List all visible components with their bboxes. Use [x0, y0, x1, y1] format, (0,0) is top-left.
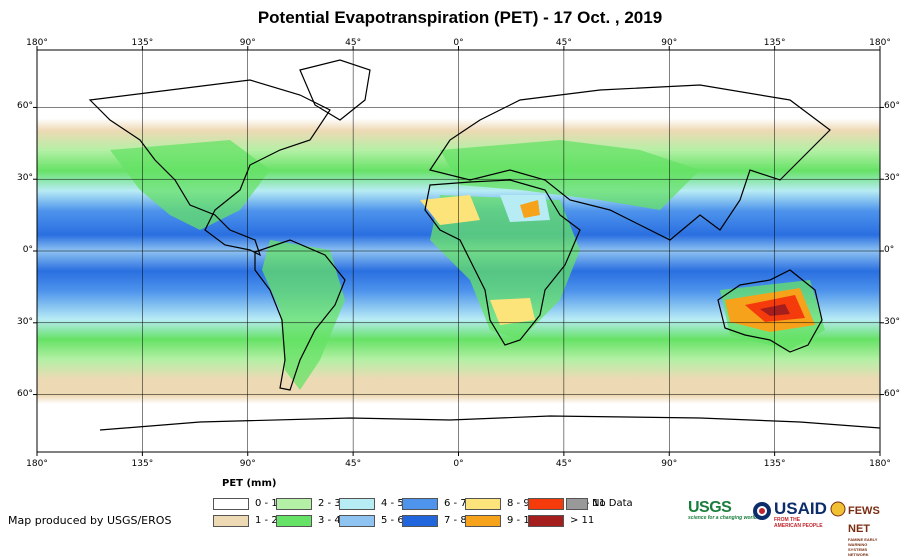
legend-swatch — [213, 498, 249, 510]
tick-marks — [33, 46, 884, 456]
legend-swatch — [339, 498, 375, 510]
lon-label-top: 90° — [661, 38, 678, 48]
legend-swatch — [276, 498, 312, 510]
fews-tagline: FAMINE EARLY WARNING SYSTEMS NETWORK — [848, 537, 878, 557]
legend-label: 9 - 10 — [507, 515, 537, 526]
legend-label: 4 - 5 — [381, 498, 404, 509]
lat-label-left: 60° — [17, 388, 33, 399]
legend-label: 1 - 2 — [255, 515, 278, 526]
legend-label: 3 - 4 — [318, 515, 341, 526]
lon-label-top: 180° — [869, 38, 891, 48]
legend-label: 8 - 9 — [507, 498, 530, 509]
credit-text: Map produced by USGS/EROS — [8, 514, 172, 527]
lon-label-top: 0° — [453, 38, 464, 48]
lon-label-bottom: 135° — [131, 459, 154, 469]
lat-label-right: 60° — [884, 388, 900, 399]
fews-logo-text: FEWS NET — [848, 505, 880, 535]
lon-label-top: 135° — [131, 38, 154, 48]
legend-swatch — [465, 498, 501, 510]
coastlines — [88, 59, 880, 431]
usaid-tagline: FROM THE AMERICAN PEOPLE — [774, 517, 823, 529]
lon-label-bottom: 180° — [26, 459, 48, 469]
lon-label-top: 135° — [763, 38, 786, 48]
legend-label: 2 - 3 — [318, 498, 341, 509]
lon-label-top: 180° — [26, 38, 48, 48]
legend-swatch — [276, 515, 312, 527]
legend-swatch — [339, 515, 375, 527]
lon-label-bottom: 135° — [763, 459, 786, 469]
map-title: Potential Evapotranspiration (PET) - 17 … — [257, 8, 663, 27]
lat-label-left: 30° — [17, 316, 33, 327]
lon-label-bottom: 45° — [555, 459, 572, 469]
lon-label-bottom: 90° — [661, 459, 678, 469]
legend-label: 7 - 8 — [444, 515, 467, 526]
legend-swatch — [566, 498, 588, 510]
usaid-logo-text: USAID — [774, 499, 827, 518]
legend-label: 0 - 1 — [255, 498, 278, 509]
lat-label-right: 0° — [884, 245, 895, 255]
usgs-logo: USGS science for a changing world — [688, 499, 757, 529]
usgs-tagline: science for a changing world — [688, 515, 757, 521]
lat-label-right: 60° — [884, 101, 900, 112]
fews-globe-icon — [830, 501, 846, 517]
legend-swatch — [402, 498, 438, 510]
lon-label-top: 45° — [555, 38, 572, 48]
lat-label-left: 60° — [17, 101, 33, 112]
lon-label-top: 90° — [239, 38, 256, 48]
pet-world-map — [33, 46, 884, 456]
lon-label-bottom: 90° — [239, 459, 256, 469]
legend-swatch — [213, 515, 249, 527]
legend-swatch — [465, 515, 501, 527]
lon-label-bottom: 180° — [869, 459, 891, 469]
lon-label-top: 45° — [345, 38, 362, 48]
lat-label-left: 30° — [17, 173, 33, 184]
lat-label-left: 0° — [22, 245, 33, 255]
lon-label-bottom: 0° — [453, 459, 464, 469]
legend-label: > 11 — [570, 515, 595, 526]
lat-label-right: 30° — [884, 316, 900, 327]
legend-swatch — [402, 515, 438, 527]
legend-swatch — [528, 498, 564, 510]
legend-label: No Data — [592, 498, 633, 509]
lat-label-right: 30° — [884, 173, 900, 184]
legend-label: 6 - 7 — [444, 498, 467, 509]
arid-areas — [420, 195, 815, 332]
lon-label-bottom: 45° — [345, 459, 362, 469]
usgs-logo-text: USGS — [688, 499, 732, 516]
legend-swatch — [528, 515, 564, 527]
usaid-seal-icon — [753, 502, 771, 520]
legend-title: PET (mm) — [222, 478, 277, 489]
legend-label: 5 - 6 — [381, 515, 404, 526]
